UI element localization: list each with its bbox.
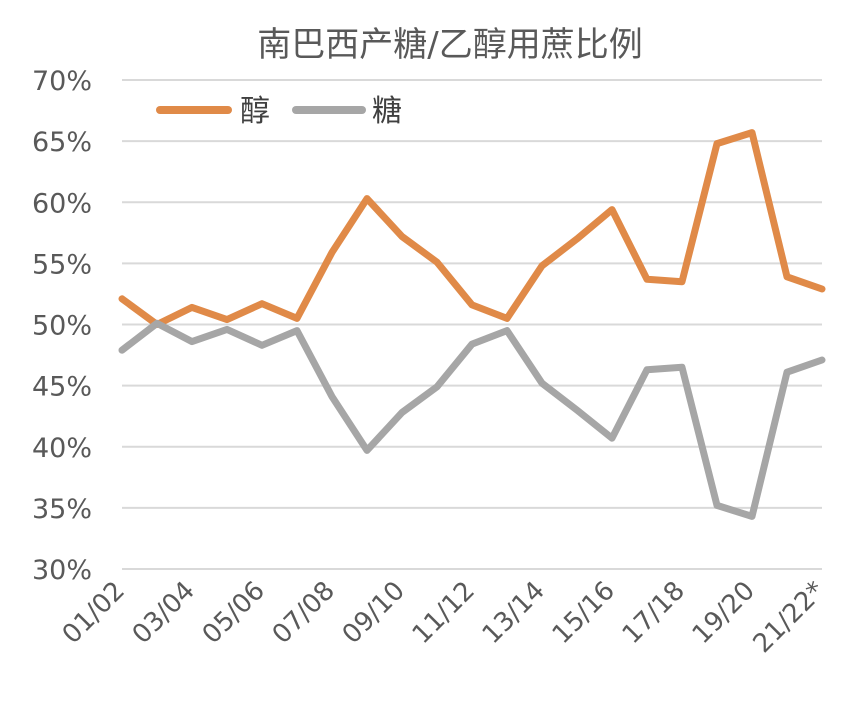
x-tick-label: 13/14 bbox=[477, 576, 551, 650]
y-axis-ticks: 30% 35% 40% 45% 50% 55% 60% 65% 70% bbox=[32, 66, 92, 586]
x-tick-label: 17/18 bbox=[617, 576, 691, 650]
x-tick-label: 09/10 bbox=[337, 576, 411, 650]
x-tick-label: 03/04 bbox=[127, 576, 201, 650]
x-tick-label: 07/08 bbox=[267, 576, 341, 650]
legend: 醇糖 bbox=[156, 94, 402, 129]
x-tick-label: 05/06 bbox=[197, 576, 271, 650]
x-tick-label: 11/12 bbox=[407, 576, 481, 650]
x-tick-label: 15/16 bbox=[547, 576, 621, 650]
y-tick-label: 35% bbox=[32, 494, 92, 525]
y-tick-label: 30% bbox=[32, 555, 92, 586]
y-tick-label: 70% bbox=[32, 66, 92, 97]
series-line-ethanol bbox=[118, 129, 826, 328]
y-tick-label: 40% bbox=[32, 433, 92, 464]
x-tick-label: 21/22* bbox=[748, 576, 831, 659]
gridlines bbox=[122, 79, 822, 570]
y-tick-label: 60% bbox=[32, 188, 92, 219]
chart-title: 南巴西产糖/乙醇用蔗比例 bbox=[257, 25, 642, 65]
y-tick-label: 50% bbox=[32, 311, 92, 342]
x-axis-ticks: 01/0203/0405/0607/0809/1011/1213/1415/16… bbox=[57, 576, 831, 659]
y-tick-label: 55% bbox=[32, 249, 92, 280]
x-tick-label: 01/02 bbox=[57, 576, 131, 650]
legend-label-ethanol: 醇 bbox=[240, 94, 270, 129]
legend-label-sugar: 糖 bbox=[372, 94, 402, 129]
y-tick-label: 45% bbox=[32, 372, 92, 403]
series-line-sugar bbox=[118, 319, 826, 520]
series-lines bbox=[118, 129, 826, 520]
y-tick-label: 65% bbox=[32, 127, 92, 158]
